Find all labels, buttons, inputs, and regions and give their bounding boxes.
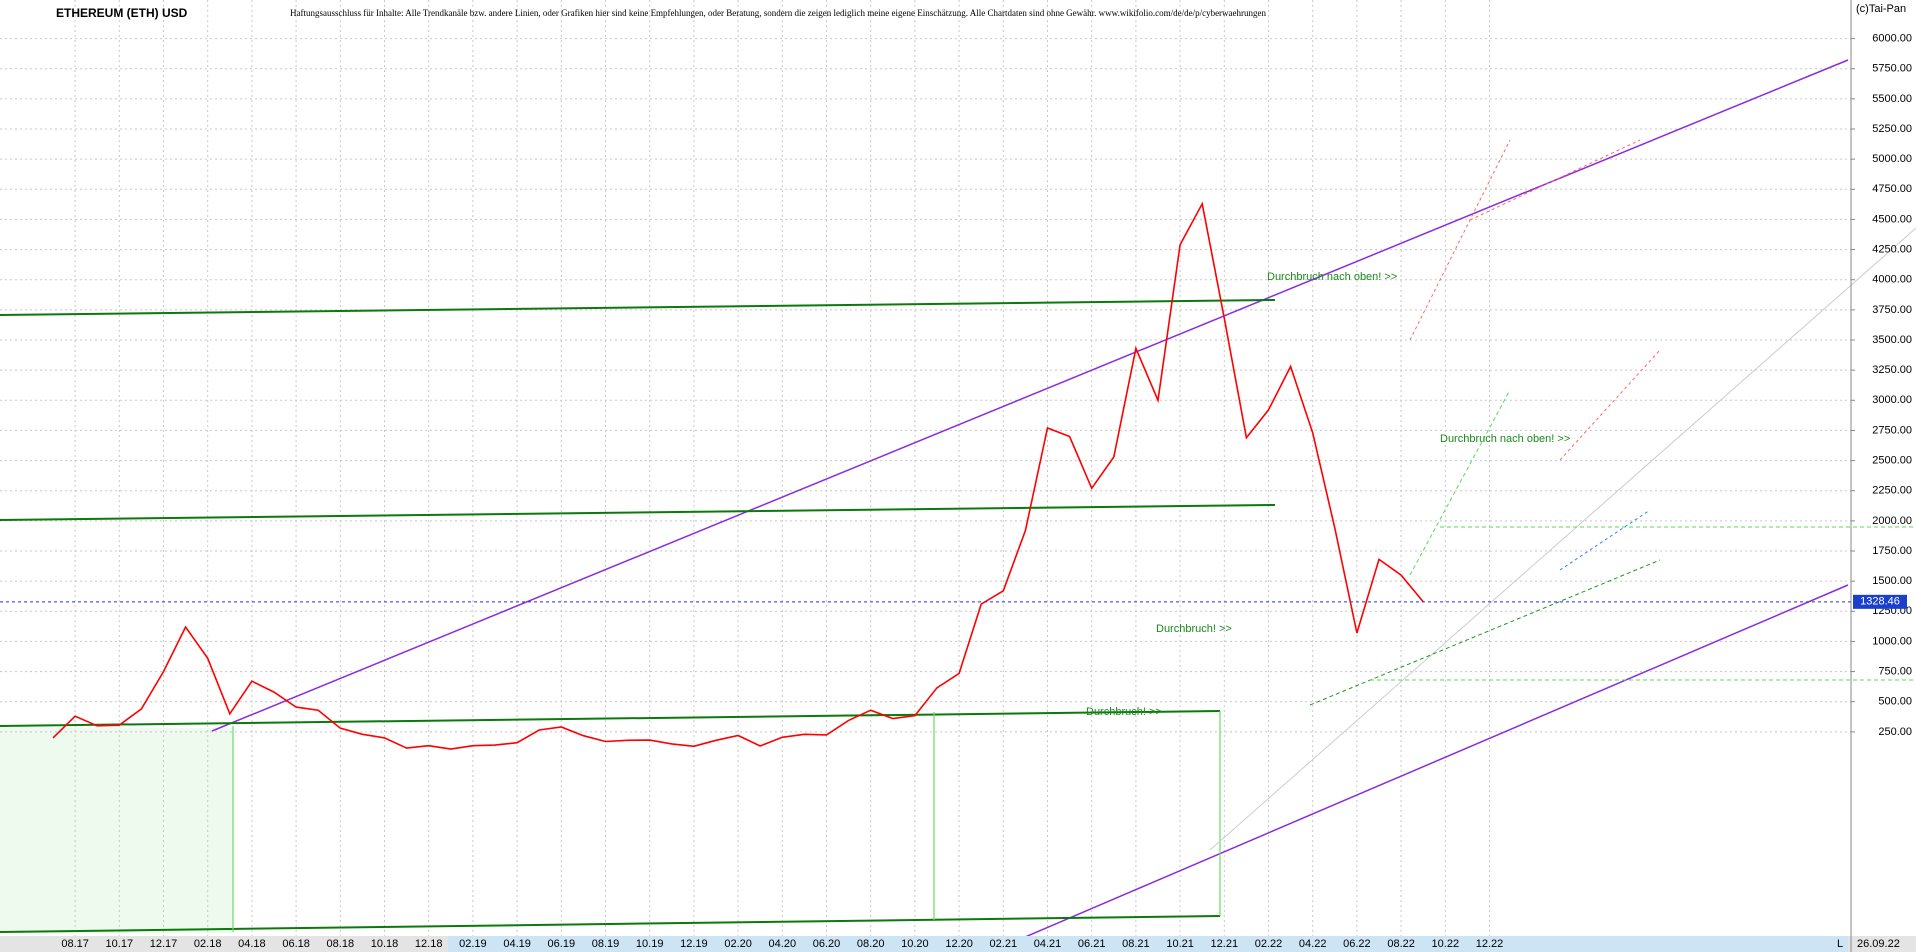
x-tick-label: 10.22 xyxy=(1432,938,1460,950)
x-tick-label: 10.20 xyxy=(901,938,929,950)
y-tick-label: 2750.00 xyxy=(1872,424,1912,436)
x-tick-label: 04.19 xyxy=(503,938,531,950)
y-tick-label: 250.00 xyxy=(1878,726,1912,738)
x-tick-label: 02.18 xyxy=(194,938,222,950)
y-tick-label: 4500.00 xyxy=(1872,213,1912,225)
y-tick-label: 1750.00 xyxy=(1872,545,1912,557)
trend-line xyxy=(1309,559,1661,706)
y-tick-label: 4750.00 xyxy=(1872,183,1912,195)
x-tick-label: 12.21 xyxy=(1211,938,1239,950)
x-tick-label: 06.21 xyxy=(1078,938,1106,950)
x-tick-label: 08.22 xyxy=(1387,938,1415,950)
x-tick-label: 02.21 xyxy=(990,938,1018,950)
trend-line xyxy=(0,710,1221,727)
x-tick-label: 06.19 xyxy=(548,938,576,950)
y-tick-label: 3750.00 xyxy=(1872,304,1912,316)
y-tick-label: 5500.00 xyxy=(1872,93,1912,105)
x-tick-label: 10.17 xyxy=(106,938,134,950)
scale-mode: L xyxy=(1837,938,1843,950)
y-tick-label: 3500.00 xyxy=(1872,334,1912,346)
x-tick-label: 12.20 xyxy=(945,938,973,950)
x-tick-label: 12.19 xyxy=(680,938,708,950)
trend-line xyxy=(989,584,1849,952)
y-tick-label: 2500.00 xyxy=(1872,454,1912,466)
y-tick-label: 3250.00 xyxy=(1872,364,1912,376)
x-tick-label: 02.19 xyxy=(459,938,487,950)
trend-line xyxy=(0,915,1221,933)
y-tick-label: 4250.00 xyxy=(1872,243,1912,255)
x-tick-label: 04.18 xyxy=(238,938,266,950)
y-tick-label: 5250.00 xyxy=(1872,123,1912,135)
x-tick-label: 10.19 xyxy=(636,938,664,950)
trend-line xyxy=(1209,227,1916,851)
last-value-box xyxy=(1853,594,1907,609)
x-tick-label: 04.20 xyxy=(769,938,797,950)
x-axis-band-highlight xyxy=(448,936,1848,952)
y-tick-label: 1500.00 xyxy=(1872,575,1912,587)
y-tick-label: 6000.00 xyxy=(1872,32,1912,44)
y-tick-label: 500.00 xyxy=(1878,696,1912,708)
chart-title: ETHEREUM (ETH) USD xyxy=(56,6,188,20)
y-tick-label: 5750.00 xyxy=(1872,63,1912,75)
copyright: (c)Tai-Pan xyxy=(1856,3,1906,15)
last-value-label: 1328.46 xyxy=(1860,596,1900,608)
x-tick-label: 02.20 xyxy=(724,938,752,950)
trend-line xyxy=(1559,349,1661,461)
trend-line xyxy=(1409,139,1511,341)
x-tick-label: 08.19 xyxy=(592,938,620,950)
x-tick-label: 12.22 xyxy=(1476,938,1504,950)
annotation: Durchbruch! >> xyxy=(1156,623,1232,635)
trend-line xyxy=(1559,509,1651,571)
x-tick-label: 04.21 xyxy=(1034,938,1062,950)
grid xyxy=(0,0,1851,936)
y-tick-label: 2250.00 xyxy=(1872,485,1912,497)
y-tick-label: 4000.00 xyxy=(1872,274,1912,286)
y-tick-label: 1000.00 xyxy=(1872,635,1912,647)
annotation: Durchbruch! >> xyxy=(1086,706,1162,718)
x-tick-label: 08.21 xyxy=(1122,938,1150,950)
x-tick-label: 04.22 xyxy=(1299,938,1327,950)
x-tick-label: 06.20 xyxy=(813,938,841,950)
trend-line xyxy=(1469,139,1641,221)
x-tick-label: 02.22 xyxy=(1255,938,1283,950)
last-date: 26.09.22 xyxy=(1857,938,1900,950)
x-tick-label: 08.18 xyxy=(327,938,355,950)
y-tick-label: 3000.00 xyxy=(1872,394,1912,406)
trend-line xyxy=(0,299,1276,316)
x-tick-label: 08.20 xyxy=(857,938,885,950)
trend-line xyxy=(211,59,1849,732)
y-tick-label: 750.00 xyxy=(1878,665,1912,677)
y-tick-label: 5000.00 xyxy=(1872,153,1912,165)
shaded-zone xyxy=(0,728,233,933)
x-tick-label: 10.18 xyxy=(371,938,399,950)
x-tick-label: 06.18 xyxy=(282,938,310,950)
trend-line xyxy=(1409,389,1511,576)
price-line xyxy=(52,201,1424,750)
x-tick-label: 10.21 xyxy=(1166,938,1194,950)
x-tick-label: 08.17 xyxy=(61,938,89,950)
annotation: Durchbruch nach oben! >> xyxy=(1267,271,1397,283)
x-tick-label: 12.17 xyxy=(150,938,178,950)
x-tick-label: 12.18 xyxy=(415,938,443,950)
annotation: Durchbruch nach oben! >> xyxy=(1440,433,1570,445)
y-tick-label: 2000.00 xyxy=(1872,515,1912,527)
trend-line xyxy=(0,504,1276,521)
trend-lines xyxy=(0,59,1916,952)
disclaimer: Haftungsausschluss für Inhalte: Alle Tre… xyxy=(290,8,1267,18)
x-tick-label: 06.22 xyxy=(1343,938,1371,950)
